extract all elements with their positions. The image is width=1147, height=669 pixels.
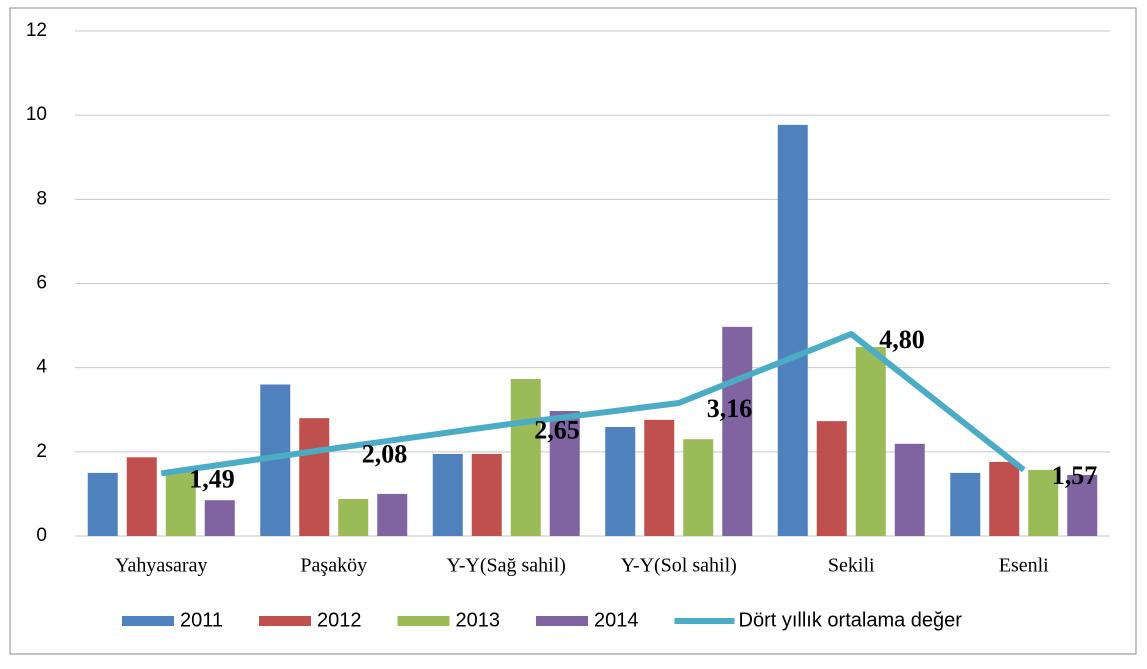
line [160, 331, 1026, 477]
bar [816, 421, 847, 536]
bar [299, 418, 330, 536]
data-label: 4,80 [879, 325, 925, 354]
y-tick-label: 4 [36, 357, 47, 378]
y-tick-label: 0 [36, 525, 47, 546]
data-label: 2,65 [534, 415, 580, 444]
bar [432, 453, 463, 536]
bar [1067, 474, 1098, 536]
data-label: 1,49 [189, 464, 235, 493]
legend-label: Dört yıllık ortalama değer [739, 609, 963, 631]
bar [605, 427, 636, 536]
data-label: 3,16 [707, 394, 753, 423]
bar [989, 461, 1020, 536]
bar [87, 472, 118, 536]
x-tick-label: Esenli [999, 555, 1049, 577]
bar [777, 124, 808, 537]
legend-label: 2011 [180, 609, 223, 631]
bar [510, 379, 541, 536]
bar [126, 457, 157, 536]
legend-swatch [397, 616, 450, 626]
y-tick-label: 10 [26, 104, 47, 125]
legend-label: 2012 [317, 609, 362, 631]
bar [683, 439, 714, 536]
bar [204, 500, 235, 536]
bar [950, 472, 981, 536]
data-label: 1,57 [1052, 461, 1098, 490]
x-tick-label: Sekili [828, 555, 875, 577]
legend-label: 2013 [456, 609, 501, 631]
y-tick-label: 8 [36, 188, 47, 209]
bar [471, 453, 502, 536]
data-label: 2,08 [362, 439, 408, 468]
bar [894, 443, 925, 536]
bar [377, 493, 408, 536]
bar [338, 498, 369, 536]
bar [549, 411, 580, 536]
legend-swatch [259, 616, 312, 626]
x-tick-label: Y-Y(Sol sahil) [621, 555, 737, 577]
y-tick-label: 2 [36, 441, 47, 462]
x-tick-label: Yahyasaray [115, 555, 207, 577]
y-tick-label: 6 [36, 273, 47, 294]
bar [855, 347, 886, 536]
bar [722, 326, 753, 536]
bar [165, 470, 196, 536]
bar [644, 419, 675, 536]
x-tick-label: Y-Y(Sağ sahil) [447, 555, 566, 577]
legend-swatch [536, 616, 589, 626]
legend-label: 2014 [594, 609, 639, 631]
bar [1028, 469, 1059, 536]
x-tick-label: Paşaköy [300, 555, 367, 577]
legend-swatch [122, 616, 174, 626]
y-tick-label: 12 [26, 20, 47, 41]
